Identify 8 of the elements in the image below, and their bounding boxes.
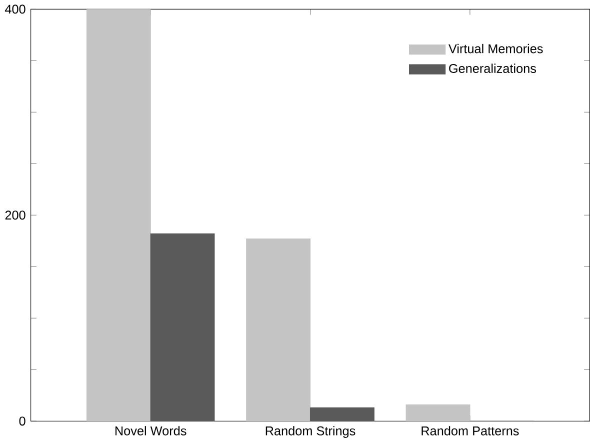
x-tick-label: Novel Words	[115, 426, 186, 436]
y-tick-label: 400	[4, 4, 26, 14]
y-tick-label: 0	[19, 416, 26, 426]
legend-label: Virtual Memories	[448, 44, 543, 54]
x-tick-label: Random Strings	[266, 426, 356, 438]
legend-label: Generalizations	[449, 64, 536, 74]
x-tick-label: Random Patterns	[422, 426, 519, 436]
y-tick-label: 200	[5, 210, 26, 220]
